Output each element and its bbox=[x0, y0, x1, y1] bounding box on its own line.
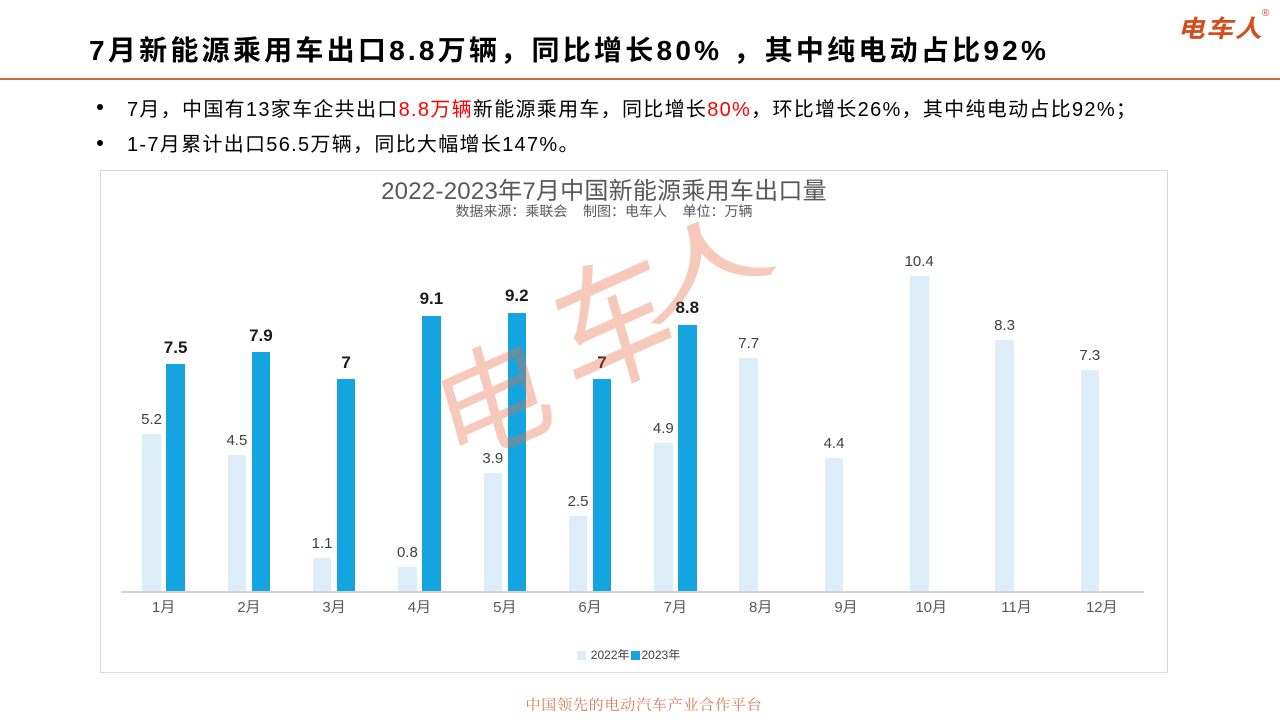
svg-text:电: 电 bbox=[413, 286, 568, 500]
